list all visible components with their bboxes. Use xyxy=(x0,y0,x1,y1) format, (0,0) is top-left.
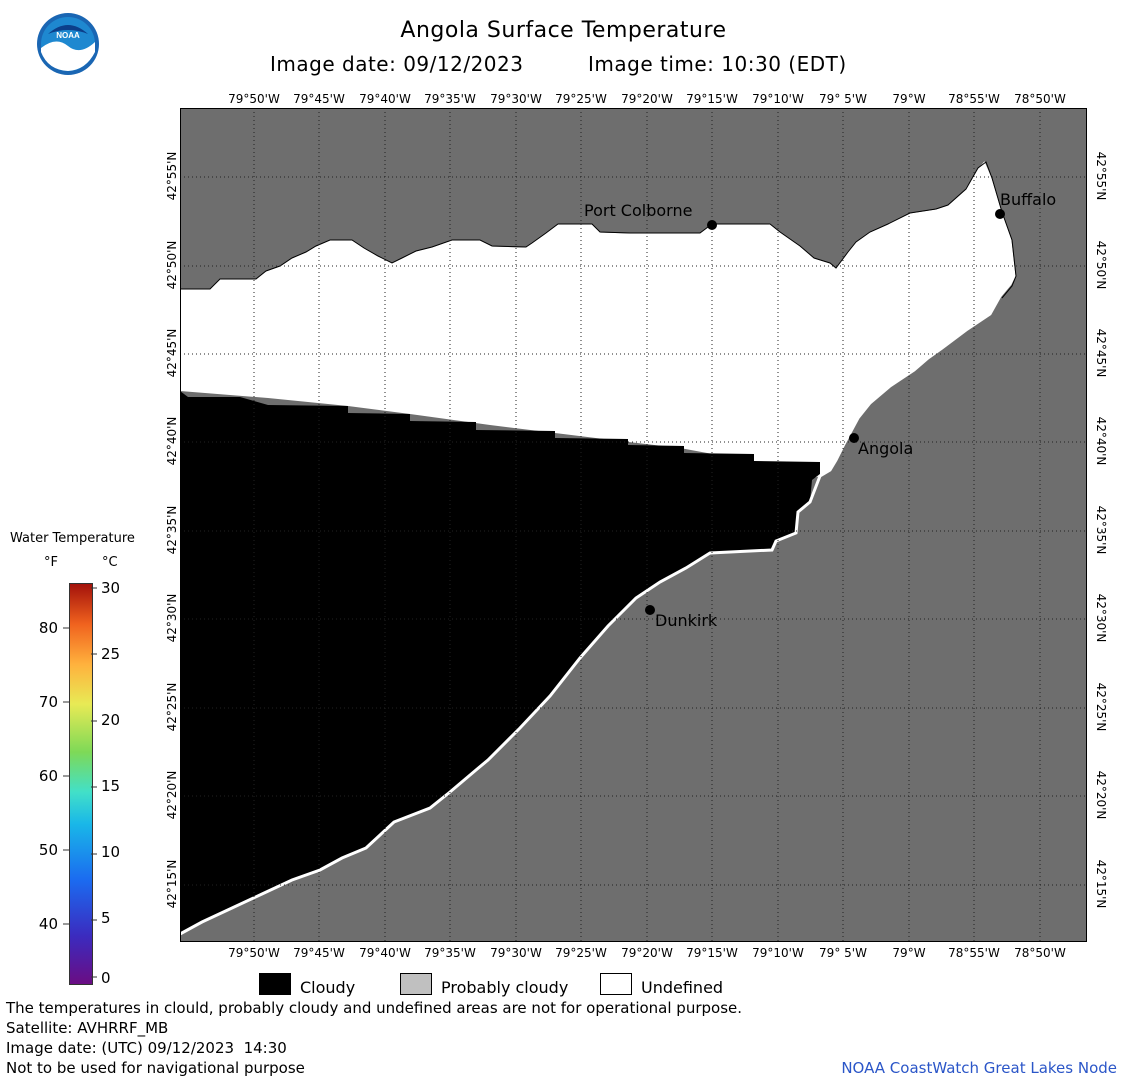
lon-label-bottom: 78°55'W xyxy=(948,946,1000,960)
lon-label-bottom: 78°50'W xyxy=(1014,946,1066,960)
svg-text:NOAA: NOAA xyxy=(56,31,80,40)
legend-c-tick: 30 xyxy=(101,579,121,597)
city-label-buffalo: Buffalo xyxy=(1000,190,1057,209)
lat-label-left: 42°25'N xyxy=(165,682,179,732)
legend-unit-f: °F xyxy=(44,555,58,570)
legend-unit-c: °C xyxy=(102,555,118,570)
legend-f-tick: 80 xyxy=(38,619,58,637)
lat-label-right: 42°30'N xyxy=(1094,593,1108,643)
city-label-angola: Angola xyxy=(858,439,914,458)
lon-label-bottom: 79°15'W xyxy=(686,946,738,960)
lon-label-top: 79°40'W xyxy=(359,92,411,106)
legend-title: Water Temperature xyxy=(10,531,135,546)
lon-label-bottom: 79°10'W xyxy=(752,946,804,960)
coastline-dark xyxy=(180,161,1017,299)
city-label-dunkirk: Dunkirk xyxy=(655,611,718,630)
lon-label-bottom: 79°30'W xyxy=(490,946,542,960)
lat-label-left: 42°40'N xyxy=(165,416,179,466)
lat-label-left: 42°15'N xyxy=(165,859,179,909)
noaa-logo-icon: NOAA xyxy=(37,13,99,75)
dunkirk-marker[interactable] xyxy=(645,605,655,615)
lon-label-top: 79°W xyxy=(892,92,926,106)
legend-c-tick: 15 xyxy=(101,777,121,795)
noaa-logo: NOAA xyxy=(36,12,100,76)
lon-label-bottom: 79°40'W xyxy=(359,946,411,960)
footer-node-link[interactable]: NOAA CoastWatch Great Lakes Node xyxy=(841,1059,1117,1077)
lat-label-left: 42°55'N xyxy=(165,151,179,201)
lat-label-right: 42°55'N xyxy=(1094,151,1108,201)
key-label-undefined: Undefined xyxy=(641,978,724,997)
lat-label-right: 42°50'N xyxy=(1094,240,1108,290)
lon-label-bottom: 79°45'W xyxy=(293,946,345,960)
key-label-cloudy: Cloudy xyxy=(300,978,356,997)
port-colborne-marker[interactable] xyxy=(707,220,717,230)
lake-undefined-area xyxy=(180,164,1014,482)
lon-label-top: 79°10'W xyxy=(752,92,804,106)
lon-label-top: 78°55'W xyxy=(948,92,1000,106)
legend-c-tick: 25 xyxy=(101,645,121,663)
lat-label-left: 42°35'N xyxy=(165,505,179,555)
lon-label-bottom: 79°25'W xyxy=(555,946,607,960)
lon-label-top: 79°30'W xyxy=(490,92,542,106)
lat-label-left: 42°20'N xyxy=(165,770,179,820)
page-title: Angola Surface Temperature xyxy=(400,18,727,43)
key-swatch-probably-cloudy xyxy=(400,973,432,995)
lat-label-right: 42°25'N xyxy=(1094,682,1108,732)
footer-disclaimer: The temperatures in clould, probably clo… xyxy=(6,999,743,1017)
lon-label-bottom: 79° 5'W xyxy=(819,946,867,960)
key-label-probably-cloudy: Probably cloudy xyxy=(441,978,569,997)
lon-label-bottom: 79°50'W xyxy=(228,946,280,960)
lat-label-right: 42°40'N xyxy=(1094,416,1108,466)
lat-label-right: 42°20'N xyxy=(1094,770,1108,820)
legend-f-tick: 70 xyxy=(38,693,58,711)
map-border xyxy=(180,108,1087,942)
colorbar-ticks xyxy=(63,587,97,978)
lon-label-top: 79°25'W xyxy=(555,92,607,106)
legend-f-tick: 60 xyxy=(38,767,58,785)
city-label-port-colborne: Port Colborne xyxy=(584,201,693,220)
lon-label-top: 79°50'W xyxy=(228,92,280,106)
lat-label-left: 42°50'N xyxy=(165,240,179,290)
legend-c-tick: 5 xyxy=(101,909,111,927)
key-swatch-undefined xyxy=(600,973,632,995)
lon-label-top: 78°50'W xyxy=(1014,92,1066,106)
lat-label-right: 42°15'N xyxy=(1094,859,1108,909)
footer-utc-date: Image date: (UTC) 09/12/2023 14:30 xyxy=(6,1039,287,1057)
map-svg xyxy=(179,108,1087,942)
lat-label-right: 42°35'N xyxy=(1094,505,1108,555)
lon-label-bottom: 79°20'W xyxy=(621,946,673,960)
coastline xyxy=(179,161,1016,936)
lon-label-top: 79°20'W xyxy=(621,92,673,106)
lat-label-left: 42°30'N xyxy=(165,593,179,643)
lon-label-top: 79°15'W xyxy=(686,92,738,106)
buffalo-marker[interactable] xyxy=(995,209,1005,219)
image-time: Image time: 10:30 (EDT) xyxy=(588,52,847,76)
lat-label-right: 42°45'N xyxy=(1094,328,1108,378)
image-date: Image date: 09/12/2023 xyxy=(270,52,524,76)
legend-f-tick: 50 xyxy=(38,841,58,859)
grid-lines xyxy=(180,108,1087,942)
footer-satellite: Satellite: AVHRRF_MB xyxy=(6,1019,169,1037)
legend-f-tick: 40 xyxy=(38,915,58,933)
lat-label-left: 42°45'N xyxy=(165,328,179,378)
legend-c-tick: 0 xyxy=(101,969,111,987)
lon-label-top: 79° 5'W xyxy=(819,92,867,106)
lon-label-bottom: 79°W xyxy=(892,946,926,960)
legend-c-tick: 20 xyxy=(101,711,121,729)
temperature-colorbar xyxy=(69,583,93,985)
legend-c-tick: 10 xyxy=(101,843,121,861)
lon-label-bottom: 79°35'W xyxy=(424,946,476,960)
footer-navigation: Not to be used for navigational purpose xyxy=(6,1059,305,1077)
angola-marker[interactable] xyxy=(849,433,859,443)
lon-label-top: 79°45'W xyxy=(293,92,345,106)
lake-cloudy-area xyxy=(180,391,820,934)
map-canvas[interactable] xyxy=(179,108,1087,942)
key-swatch-cloudy xyxy=(259,973,291,995)
lon-label-top: 79°35'W xyxy=(424,92,476,106)
